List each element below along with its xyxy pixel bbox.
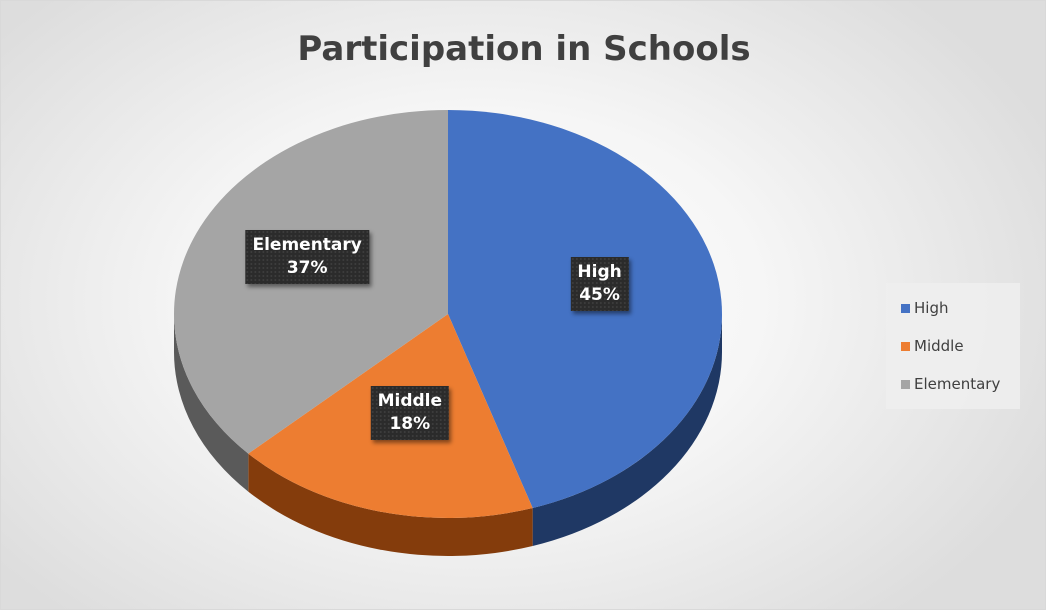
pie-sides	[174, 314, 722, 556]
data-label-high: High 45%	[570, 257, 629, 312]
legend-item-high: High	[886, 289, 1020, 327]
pie-side-middle	[248, 453, 533, 556]
legend-label: High	[914, 299, 949, 317]
legend-swatch	[901, 341, 910, 351]
legend-swatch	[901, 379, 910, 389]
data-label-middle: Middle 18%	[370, 385, 450, 440]
legend-label: Middle	[914, 337, 964, 355]
data-label-percent: 37%	[286, 257, 328, 278]
data-label-percent: 45%	[579, 285, 620, 306]
data-label-category: Middle	[377, 390, 443, 411]
data-label-category: High	[577, 262, 622, 283]
legend-label: Elementary	[914, 375, 1001, 393]
legend: High Middle Elementary	[886, 283, 1020, 409]
legend-swatch	[901, 303, 910, 313]
pie-side-high	[532, 314, 722, 547]
data-label-percent: 18%	[389, 413, 431, 434]
legend-item-elementary: Elementary	[886, 365, 1020, 403]
data-label-category: Elementary	[252, 234, 362, 255]
pie-side-elementary	[174, 314, 249, 492]
legend-item-middle: Middle	[886, 327, 1020, 365]
chart-title: Participation in Schools	[297, 29, 751, 69]
pie-tops	[173, 109, 723, 518]
data-label-elementary: Elementary 37%	[245, 229, 369, 284]
